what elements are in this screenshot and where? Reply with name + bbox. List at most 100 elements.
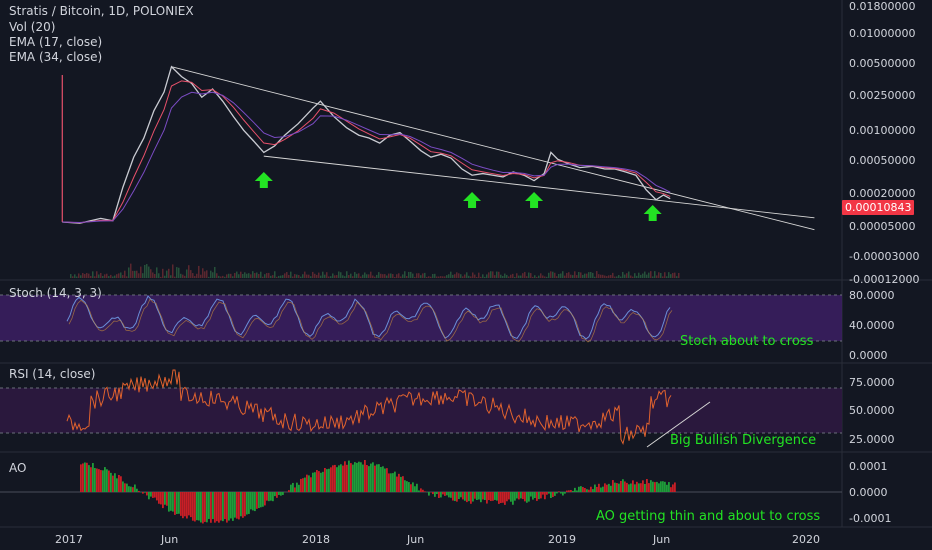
ao-bar bbox=[438, 492, 440, 499]
volume-bar bbox=[626, 273, 628, 278]
ao-bar bbox=[84, 462, 86, 492]
volume-bar bbox=[502, 275, 504, 278]
x-tick: 2020 bbox=[792, 533, 820, 546]
ao-bar bbox=[206, 492, 208, 523]
volume-bar bbox=[430, 276, 432, 278]
volume-bar bbox=[648, 272, 650, 278]
volume-bar bbox=[642, 273, 644, 278]
arrow-markers bbox=[254, 172, 662, 221]
volume-bar bbox=[600, 274, 602, 278]
ao-bar bbox=[542, 492, 544, 495]
stoch-tick: 80.0000 bbox=[849, 289, 895, 302]
ao-bar bbox=[452, 492, 454, 501]
ao-bar bbox=[616, 483, 618, 492]
volume-bar bbox=[562, 271, 564, 278]
volume-bar bbox=[96, 271, 98, 278]
ao-bar bbox=[600, 487, 602, 492]
up-arrow-icon bbox=[643, 205, 662, 221]
ao-bar bbox=[478, 492, 480, 500]
volume-bar bbox=[592, 272, 594, 278]
volume-bar bbox=[102, 275, 104, 278]
ao-bar bbox=[544, 492, 546, 500]
volume-bar bbox=[508, 276, 510, 278]
ao-bar bbox=[614, 482, 616, 492]
volume-bar bbox=[122, 275, 124, 278]
volume-bar bbox=[514, 276, 516, 278]
ao-bar bbox=[134, 484, 136, 492]
ao-bar bbox=[86, 462, 88, 492]
volume-bar bbox=[370, 271, 372, 278]
ao-bar bbox=[226, 492, 228, 523]
volume-bar bbox=[166, 270, 168, 278]
ao-bar bbox=[188, 492, 190, 516]
volume-bar bbox=[72, 276, 74, 278]
ao-bar bbox=[644, 483, 646, 492]
volume-bar bbox=[670, 274, 672, 278]
volume-bar bbox=[90, 275, 92, 278]
volume-bar bbox=[594, 276, 596, 278]
ao-bar bbox=[234, 492, 236, 518]
volume-bars bbox=[70, 263, 680, 278]
rsi-tick: 50.0000 bbox=[849, 404, 895, 417]
volume-bar bbox=[160, 276, 162, 278]
ao-bar bbox=[630, 483, 632, 492]
ao-bar bbox=[606, 484, 608, 492]
volume-bar bbox=[616, 276, 618, 278]
volume-bar bbox=[552, 271, 554, 278]
ao-bar bbox=[302, 478, 304, 492]
volume-bar bbox=[340, 272, 342, 278]
ao-bar bbox=[558, 491, 560, 492]
ao-bar bbox=[360, 462, 362, 492]
volume-bar bbox=[400, 276, 402, 278]
ao-bar bbox=[288, 490, 290, 492]
ao-bar bbox=[164, 492, 166, 505]
ao-bar bbox=[418, 490, 420, 492]
volume-bar bbox=[70, 274, 72, 278]
ao-bar bbox=[196, 492, 198, 521]
indicator-ema17: EMA (17, close) bbox=[9, 35, 103, 49]
volume-bar bbox=[288, 274, 290, 278]
ao-bar bbox=[110, 472, 112, 492]
volume-bar bbox=[572, 275, 574, 278]
rsi-line bbox=[66, 369, 672, 446]
volume-bar bbox=[456, 272, 458, 278]
ao-bar bbox=[480, 492, 482, 503]
ao-bar bbox=[632, 480, 634, 492]
volume-bar bbox=[646, 274, 648, 278]
ao-bar bbox=[650, 480, 652, 492]
ao-bar bbox=[486, 492, 488, 504]
volume-bar bbox=[188, 265, 190, 278]
ao-bar bbox=[224, 492, 226, 520]
volume-bar bbox=[440, 276, 442, 278]
ao-bar bbox=[280, 492, 282, 496]
volume-bar bbox=[270, 275, 272, 278]
volume-bar bbox=[620, 276, 622, 278]
ao-bar bbox=[336, 467, 338, 492]
ao-bar bbox=[106, 469, 108, 492]
price-series bbox=[61, 65, 671, 224]
volume-bar bbox=[330, 276, 332, 278]
volume-bar bbox=[486, 274, 488, 278]
ao-bar bbox=[306, 474, 308, 492]
volume-bar bbox=[584, 273, 586, 278]
volume-bar bbox=[442, 276, 444, 278]
volume-bar bbox=[402, 274, 404, 278]
volume-bar bbox=[476, 276, 478, 278]
ao-bar bbox=[586, 489, 588, 492]
ao-bar bbox=[378, 464, 380, 492]
volume-bar bbox=[524, 271, 526, 278]
ao-bar bbox=[144, 492, 146, 493]
volume-bar bbox=[536, 276, 538, 278]
volume-bar bbox=[676, 276, 678, 278]
volume-bar bbox=[516, 273, 518, 278]
ao-bar bbox=[216, 492, 218, 522]
volume-bar bbox=[610, 274, 612, 278]
ao-bar bbox=[488, 492, 490, 501]
ao-bar bbox=[448, 492, 450, 498]
volume-bar bbox=[612, 272, 614, 278]
volume-bar bbox=[438, 276, 440, 278]
volume-bar bbox=[226, 274, 228, 278]
ao-bar bbox=[626, 482, 628, 492]
volume-bar bbox=[310, 276, 312, 278]
ao-bar bbox=[422, 489, 424, 492]
